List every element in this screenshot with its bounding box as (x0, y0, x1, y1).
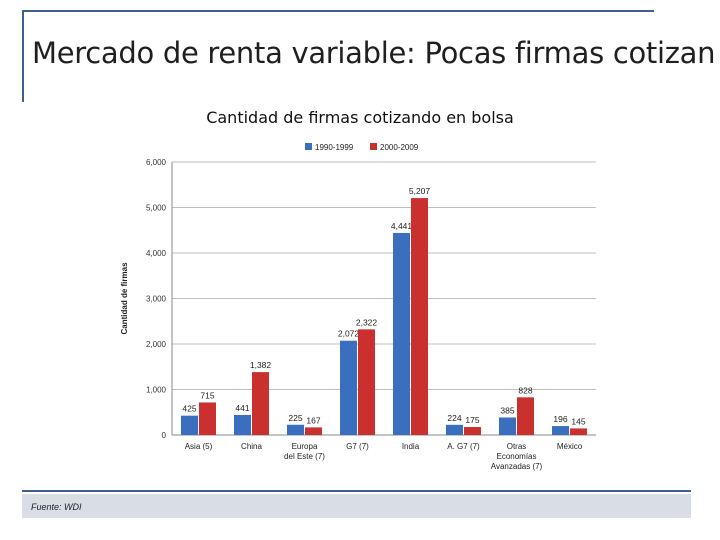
data-label: 425 (182, 404, 196, 414)
data-label: 715 (200, 390, 214, 400)
data-label: 4,441 (391, 221, 413, 231)
data-label: 175 (465, 415, 479, 425)
bar (252, 372, 269, 435)
x-tick-label: A. G7 (7) (447, 442, 480, 451)
footer-bar (22, 494, 691, 518)
y-tick-label: 2,000 (146, 340, 167, 349)
x-tick-label: India (402, 442, 420, 451)
y-axis-label: Cantidad de firmas (120, 262, 129, 335)
data-label: 441 (235, 403, 249, 413)
legend-label: 1990-1999 (315, 143, 354, 152)
title-frame-top-rule (22, 10, 654, 12)
x-tick-label: G7 (7) (346, 442, 369, 451)
bar-chart: 0 1,000 2,000 3,000 4,000 5,000 6,000 Cantidad … (120, 143, 596, 471)
x-tick-label: China (241, 442, 262, 451)
x-tick-label: Economías (496, 452, 536, 461)
bar (517, 397, 534, 435)
bar (287, 424, 304, 435)
x-tick-label: Asia (5) (185, 442, 213, 451)
y-tick-label: 3,000 (146, 295, 167, 304)
bar (234, 414, 251, 435)
data-label: 1,382 (250, 360, 272, 370)
x-tick-label: México (557, 442, 583, 451)
data-label: 385 (500, 405, 514, 415)
legend-label: 2000-2009 (380, 143, 419, 152)
y-tick-label: 1,000 (146, 386, 167, 395)
x-tick-label: Avanzadas (7) (491, 462, 543, 471)
data-label: 224 (447, 413, 461, 423)
data-label: 5,207 (409, 186, 431, 196)
y-tick-label: 0 (162, 431, 167, 440)
bar (411, 198, 428, 435)
bar (181, 415, 198, 435)
bar (199, 402, 216, 435)
bar (499, 417, 516, 435)
data-label: 225 (288, 413, 302, 423)
slide-title: Mercado de renta variable: Pocas firmas … (32, 36, 716, 70)
bar (305, 427, 322, 435)
bar (393, 232, 410, 435)
legend-swatch (370, 143, 377, 150)
legend-swatch (305, 143, 312, 150)
data-label: 2,322 (356, 317, 378, 327)
footer-rule (22, 490, 691, 492)
bar (552, 426, 569, 435)
y-tick-label: 6,000 (146, 158, 167, 167)
bar (340, 340, 357, 435)
chart-title: Cantidad de firmas cotizando en bolsa (206, 108, 514, 127)
x-tick-label: Otras (507, 442, 527, 451)
source-note: Fuente: WDI (31, 502, 82, 512)
data-label: 145 (571, 416, 585, 426)
x-tick-label: del Este (7) (284, 452, 325, 461)
bar (464, 427, 481, 435)
title-frame-left-rule (22, 10, 24, 102)
y-tick-label: 5,000 (146, 204, 167, 213)
bar (446, 424, 463, 435)
x-tick-label: Europa (292, 442, 318, 451)
bar (358, 329, 375, 435)
data-label: 2,072 (338, 329, 360, 339)
data-label: 828 (518, 385, 532, 395)
bar (570, 428, 587, 435)
y-tick-label: 4,000 (146, 249, 167, 258)
data-label: 167 (306, 415, 320, 425)
data-label: 196 (553, 414, 567, 424)
